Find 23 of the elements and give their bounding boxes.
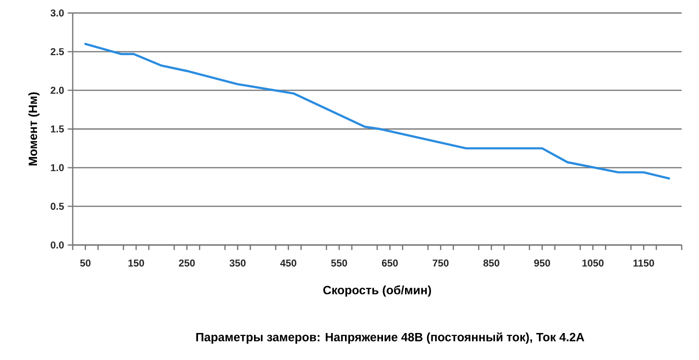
x-tick-label: 450 [280,260,296,267]
x-tick-label: 350 [230,260,246,267]
line-series [84,42,670,180]
x-tick-label: 750 [432,260,449,267]
y-tick-label: 1.0 [50,164,64,172]
x-tick-label: 150 [128,260,144,267]
x-tick-label: 650 [382,260,398,267]
x-tick-label: 1150 [633,260,654,267]
y-tick-label: 0.5 [50,202,64,210]
text: Параметры замеров: Напряжение 48В (постоянный ток), Ток 4.2А [196,332,584,344]
y-tick-label: 1.5 [50,126,64,132]
x-tick-label: 1050 [582,260,604,267]
y-tick-label: 2.0 [50,86,64,94]
x-tick-label: 250 [178,260,195,267]
y-axis-title: Момент (Нм) [28,92,40,166]
y-tick-label: 0.0 [50,241,64,249]
y-tick-label: 2.5 [50,48,64,56]
x-tick-label: 50 [80,260,91,267]
x-axis-title: Скорость (об/мин) [323,285,432,297]
x-tick-label: 950 [534,260,550,267]
y-tick-label: 3.0 [50,9,64,17]
x-tick-label: 850 [483,260,500,267]
x-tick-label: 550 [331,260,348,267]
